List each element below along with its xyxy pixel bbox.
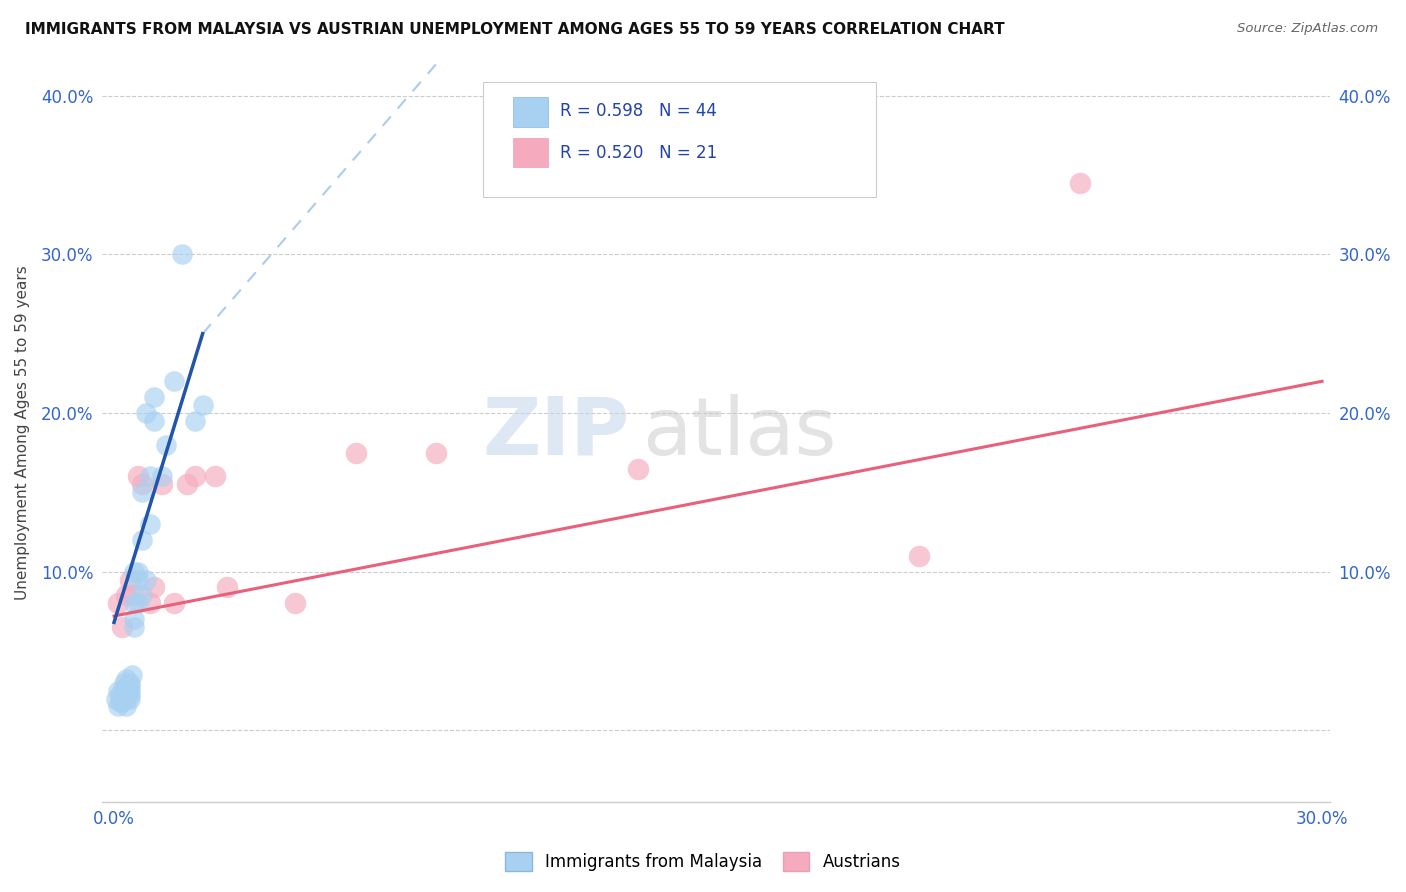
Point: [127, 596, 149, 610]
Point: [121, 667, 143, 681]
Text: atlas: atlas: [643, 394, 837, 472]
Text: Source: ZipAtlas.com: Source: ZipAtlas.com: [1237, 22, 1378, 36]
Point: [127, 469, 149, 483]
Point: [176, 477, 198, 491]
Point: [108, 695, 131, 709]
Point: [139, 516, 162, 531]
FancyBboxPatch shape: [482, 82, 876, 197]
Point: [215, 581, 238, 595]
Y-axis label: Unemployment Among Ages 55 to 59 years: Unemployment Among Ages 55 to 59 years: [15, 266, 30, 600]
Point: [111, 691, 134, 706]
Point: [108, 689, 131, 703]
Point: [131, 485, 153, 500]
Point: [105, 691, 128, 706]
Point: [112, 675, 135, 690]
Point: [143, 414, 166, 428]
Text: IMMIGRANTS FROM MALAYSIA VS AUSTRIAN UNEMPLOYMENT AMONG AGES 55 TO 59 YEARS CORR: IMMIGRANTS FROM MALAYSIA VS AUSTRIAN UNE…: [25, 22, 1005, 37]
Point: [172, 247, 194, 261]
Point: [122, 612, 145, 626]
Text: ZIP: ZIP: [482, 394, 630, 472]
Point: [120, 683, 142, 698]
Point: [204, 469, 226, 483]
Point: [112, 689, 135, 703]
Point: [111, 683, 134, 698]
Point: [425, 445, 447, 459]
Point: [122, 565, 145, 579]
Text: R = 0.598   N = 44: R = 0.598 N = 44: [560, 103, 717, 120]
Point: [127, 565, 149, 579]
Point: [122, 620, 145, 634]
Point: [115, 691, 138, 706]
Point: [139, 596, 162, 610]
Point: [163, 596, 186, 610]
Point: [115, 683, 138, 698]
Point: [908, 549, 931, 563]
Point: [626, 461, 648, 475]
Point: [107, 683, 129, 698]
Point: [131, 477, 153, 491]
Point: [115, 679, 138, 693]
Point: [115, 699, 138, 714]
Point: [344, 445, 367, 459]
Point: [183, 469, 205, 483]
Point: [131, 589, 153, 603]
Point: [150, 469, 173, 483]
Point: [122, 596, 145, 610]
Point: [284, 596, 307, 610]
Point: [120, 573, 142, 587]
Point: [120, 679, 142, 693]
Point: [107, 596, 129, 610]
Point: [117, 683, 139, 698]
Point: [191, 398, 214, 412]
Point: [115, 673, 138, 687]
Point: [131, 533, 153, 547]
FancyBboxPatch shape: [513, 97, 548, 127]
Legend: Immigrants from Malaysia, Austrians: Immigrants from Malaysia, Austrians: [498, 843, 908, 880]
Point: [163, 374, 186, 388]
Point: [120, 691, 142, 706]
Text: R = 0.520   N = 21: R = 0.520 N = 21: [560, 144, 717, 161]
Point: [120, 675, 142, 690]
Point: [1069, 176, 1091, 190]
Point: [115, 589, 138, 603]
Point: [183, 414, 205, 428]
Point: [120, 689, 142, 703]
Point: [139, 469, 162, 483]
Point: [122, 589, 145, 603]
Point: [107, 699, 129, 714]
Point: [155, 438, 177, 452]
Point: [135, 573, 157, 587]
Point: [111, 695, 134, 709]
Point: [127, 573, 149, 587]
Point: [111, 620, 134, 634]
Point: [143, 390, 166, 404]
FancyBboxPatch shape: [513, 138, 548, 168]
Point: [135, 406, 157, 420]
Point: [143, 581, 166, 595]
Point: [150, 477, 173, 491]
